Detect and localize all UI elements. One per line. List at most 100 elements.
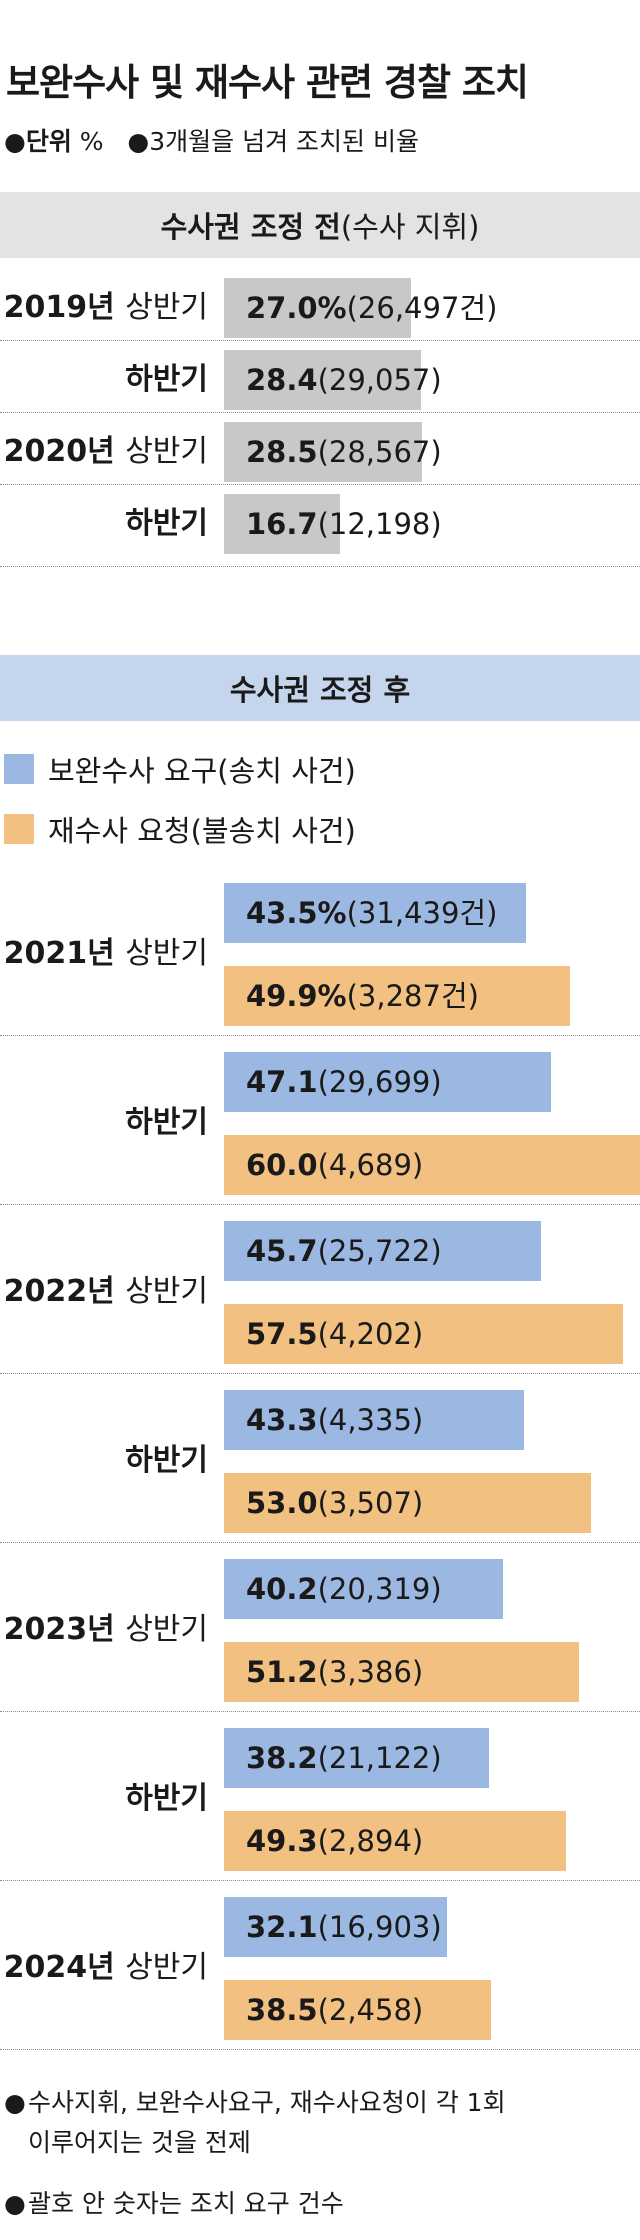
unit-label: 단위 — [25, 127, 72, 156]
footnote-1-line-1: 수사지휘, 보완수사요구, 재수사요청이 각 1회 — [28, 2088, 506, 2117]
section-header-before: 수사권 조정 전 (수사 지휘) — [0, 192, 640, 258]
reinvestigate-3-label: 53.0(3,507) — [246, 1483, 423, 1523]
reinvestigate-6-bar — [224, 1980, 491, 2040]
before-1-bar — [224, 350, 421, 410]
reinvestigate-4-bar — [224, 1642, 579, 1702]
supplement-5-label: 38.2(21,122) — [246, 1738, 442, 1778]
after-1-row-label: 하반기 — [125, 1103, 208, 1143]
before-2-count: (28,567) — [317, 435, 442, 469]
supplement-0-label: 43.5%(31,439건) — [246, 893, 497, 933]
reinvestigate-5-count: (2,894) — [317, 1824, 424, 1858]
reinvestigate-4-label: 51.2(3,386) — [246, 1652, 423, 1692]
reinvestigate-1-label: 60.0(4,689) — [246, 1145, 423, 1185]
before-3-half: 하반기 — [125, 506, 208, 541]
supplement-5-value: 38.2 — [246, 1741, 318, 1775]
after-6-year: 2024년 — [3, 1950, 126, 1985]
supplement-4-bar — [224, 1559, 503, 1619]
reinvestigate-3-value: 53.0 — [246, 1486, 318, 1520]
before-2-year: 2020년 — [3, 434, 126, 469]
before-1-count: (29,057) — [317, 363, 442, 397]
reinvestigate-1-bar — [224, 1135, 640, 1195]
after-0-year: 2021년 — [3, 936, 126, 971]
supplement-6-label: 32.1(16,903) — [246, 1907, 442, 1947]
reinvestigate-1-count: (4,689) — [317, 1148, 424, 1182]
after-2-row-label: 2022년 상반기 — [4, 1272, 208, 1312]
after-5-half: 하반기 — [125, 1781, 208, 1816]
supplement-5-bar — [224, 1728, 489, 1788]
before-1-half: 하반기 — [125, 362, 208, 397]
supplement-2-count: (25,722) — [317, 1234, 442, 1268]
supplement-2-value: 45.7 — [246, 1234, 318, 1268]
row-divider-after-4 — [0, 1711, 640, 1712]
reinvestigate-5-label: 49.3(2,894) — [246, 1821, 423, 1861]
reinvestigate-3-count: (3,507) — [317, 1486, 424, 1520]
supplement-0-count: (31,439건) — [346, 896, 498, 930]
before-0-label: 27.0%(26,497건) — [246, 288, 497, 328]
before-3-count: (12,198) — [317, 507, 442, 541]
before-2-row-label: 2020년 상반기 — [4, 432, 208, 472]
after-2-half: 상반기 — [125, 1274, 208, 1309]
after-4-year: 2023년 — [3, 1612, 126, 1647]
legend-item-supplement: 보완수사 요구(송치 사건) — [4, 748, 356, 790]
row-divider-before-3 — [0, 566, 640, 567]
before-0-year: 2019년 — [3, 290, 126, 325]
section-subtitle-before: (수사 지휘) — [340, 210, 480, 244]
before-2-label: 28.5(28,567) — [246, 432, 442, 472]
reinvestigate-4-count: (3,386) — [317, 1655, 424, 1689]
reinvestigate-0-label: 49.9%(3,287건) — [246, 976, 479, 1016]
supplement-3-label: 43.3(4,335) — [246, 1400, 423, 1440]
page-title: 보완수사 및 재수사 관련 경찰 조치 — [6, 61, 529, 104]
reinvestigate-1-value: 60.0 — [246, 1148, 318, 1182]
footnote-2: ●괄호 안 숫자는 조치 요구 건수 — [4, 2184, 344, 2224]
supplement-3-value: 43.3 — [246, 1403, 318, 1437]
legend-swatch-supplement — [4, 754, 34, 784]
after-2-year: 2022년 — [3, 1274, 126, 1309]
supplement-3-bar — [224, 1390, 525, 1450]
before-0-row-label: 2019년 상반기 — [4, 288, 208, 328]
reinvestigate-0-value: 49.9% — [246, 979, 347, 1013]
supplement-1-count: (29,699) — [317, 1065, 442, 1099]
before-0-half: 상반기 — [125, 290, 208, 325]
before-0-value: 27.0% — [246, 291, 347, 325]
legend-swatch-reinvestigate — [4, 814, 34, 844]
legend-label-supplement: 보완수사 요구(송치 사건) — [48, 754, 356, 788]
after-1-half: 하반기 — [125, 1105, 208, 1140]
supplement-6-bar — [224, 1897, 447, 1957]
supplement-5-count: (21,122) — [317, 1741, 442, 1775]
footnote-1-line-2: 이루어지는 것을 전제 — [28, 2128, 251, 2157]
bullet-icon: ● — [127, 127, 150, 156]
supplement-0-value: 43.5% — [246, 896, 347, 930]
after-6-half: 상반기 — [125, 1950, 208, 1985]
reinvestigate-0-count: (3,287건) — [346, 979, 479, 1013]
unit-description: 3개월을 넘겨 조치된 비율 — [149, 127, 419, 156]
before-2-bar — [224, 422, 422, 482]
before-1-value: 28.4 — [246, 363, 318, 397]
reinvestigate-5-bar — [224, 1811, 566, 1871]
row-divider-before-2 — [0, 484, 640, 485]
reinvestigate-2-count: (4,202) — [317, 1317, 424, 1351]
reinvestigate-6-value: 38.5 — [246, 1993, 318, 2027]
row-divider-after-3 — [0, 1542, 640, 1543]
section-header-after: 수사권 조정 후 — [0, 655, 640, 721]
row-divider-after-6 — [0, 2049, 640, 2050]
before-0-count: (26,497건) — [346, 291, 498, 325]
before-2-value: 28.5 — [246, 435, 318, 469]
reinvestigate-2-value: 57.5 — [246, 1317, 318, 1351]
supplement-1-label: 47.1(29,699) — [246, 1062, 442, 1102]
before-3-value: 16.7 — [246, 507, 318, 541]
row-divider-after-1 — [0, 1204, 640, 1205]
after-5-row-label: 하반기 — [125, 1779, 208, 1819]
after-4-half: 상반기 — [125, 1612, 208, 1647]
bullet-icon: ● — [4, 127, 26, 156]
legend-item-reinvestigate: 재수사 요청(불송치 사건) — [4, 808, 356, 850]
before-3-label: 16.7(12,198) — [246, 504, 442, 544]
supplement-1-bar — [224, 1052, 551, 1112]
footnote-1: ●수사지휘, 보완수사요구, 재수사요청이 각 1회 이루어지는 것을 전제 — [4, 2083, 506, 2163]
row-divider-after-2 — [0, 1373, 640, 1374]
footnote-2-line-1: 괄호 안 숫자는 조치 요구 건수 — [28, 2189, 344, 2218]
reinvestigate-5-value: 49.3 — [246, 1824, 318, 1858]
after-0-row-label: 2021년 상반기 — [4, 934, 208, 974]
before-3-row-label: 하반기 — [125, 504, 208, 544]
section-title-before: 수사권 조정 전 — [160, 210, 341, 244]
row-divider-before-1 — [0, 412, 640, 413]
